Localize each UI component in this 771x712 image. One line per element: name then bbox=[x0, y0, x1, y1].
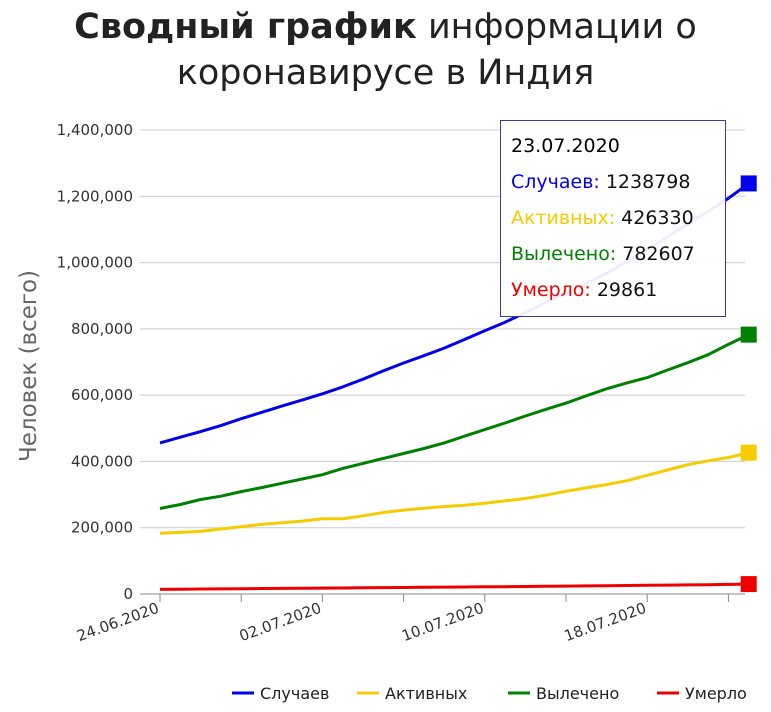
tooltip-row-recovered: Вылечено: 782607 bbox=[511, 243, 725, 279]
tooltip-recovered-label: Вылечено: bbox=[511, 243, 617, 265]
y-tick-label: 1,200,000 bbox=[57, 187, 133, 205]
x-tick-label: 24.06.2020 bbox=[75, 599, 162, 645]
tooltip-row-active: Активных: 426330 bbox=[511, 207, 725, 243]
legend-label[interactable]: Вылечено bbox=[536, 684, 619, 703]
y-tick-label: 1,400,000 bbox=[57, 121, 133, 139]
y-tick-label: 0 bbox=[123, 585, 133, 603]
series-lines bbox=[159, 182, 750, 591]
tooltip-active-label: Активных: bbox=[511, 207, 616, 229]
series-end-marker[interactable] bbox=[740, 175, 757, 192]
tooltip-deaths-value: 29861 bbox=[596, 279, 658, 301]
x-axis-ticks: 24.06.2020 02.07.2020 10.07.2020 18.07.2020 bbox=[75, 594, 729, 645]
legend-label[interactable]: Случаев bbox=[260, 684, 329, 703]
y-tick-label: 600,000 bbox=[71, 386, 133, 404]
chart-title-bold: Сводный график bbox=[74, 7, 417, 47]
tooltip-recovered-value: 782607 bbox=[622, 243, 695, 265]
legend-label[interactable]: Активных bbox=[385, 684, 467, 703]
tooltip-cases-value: 1238798 bbox=[605, 171, 691, 193]
x-tick-label: 02.07.2020 bbox=[237, 599, 324, 645]
chart-title: Сводный график информации о коронавирусе… bbox=[0, 4, 771, 96]
y-axis-label: Человек (всего) bbox=[16, 270, 42, 462]
tooltip-row-deaths: Умерло: 29861 bbox=[511, 279, 725, 315]
y-tick-label: 1,000,000 bbox=[57, 254, 133, 272]
series-line bbox=[159, 333, 750, 510]
legend-label[interactable]: Умерло bbox=[685, 684, 747, 703]
y-axis-ticks: 0 200,000 400,000 600,000 800,000 1,000,000 1,… bbox=[57, 121, 133, 603]
tooltip-row-cases: Случаев: 1238798 bbox=[511, 171, 725, 207]
chart-title-rest: информации о коронавирусе в Индия bbox=[176, 7, 697, 93]
x-tick-label: 10.07.2020 bbox=[399, 599, 486, 645]
series-end-markers bbox=[740, 175, 757, 593]
y-tick-label: 400,000 bbox=[71, 452, 133, 470]
tooltip-cases-label: Случаев: bbox=[511, 171, 600, 193]
legend: Случаев Активных Вылечено Умерло bbox=[232, 684, 747, 703]
series-end-marker[interactable] bbox=[740, 576, 757, 593]
y-tick-label: 800,000 bbox=[71, 320, 133, 338]
tooltip-date: 23.07.2020 bbox=[511, 135, 620, 157]
series-end-marker[interactable] bbox=[740, 444, 757, 461]
series-end-marker[interactable] bbox=[740, 326, 757, 343]
tooltip-deaths-label: Умерло: bbox=[511, 279, 591, 301]
series-line bbox=[159, 582, 749, 591]
hover-tooltip: 23.07.2020 Случаев: 1238798 Активных: 4263… bbox=[500, 120, 726, 317]
x-tick-label: 18.07.2020 bbox=[562, 599, 649, 645]
tooltip-active-value: 426330 bbox=[621, 207, 694, 229]
y-tick-label: 200,000 bbox=[71, 519, 133, 537]
series-line bbox=[159, 451, 750, 535]
